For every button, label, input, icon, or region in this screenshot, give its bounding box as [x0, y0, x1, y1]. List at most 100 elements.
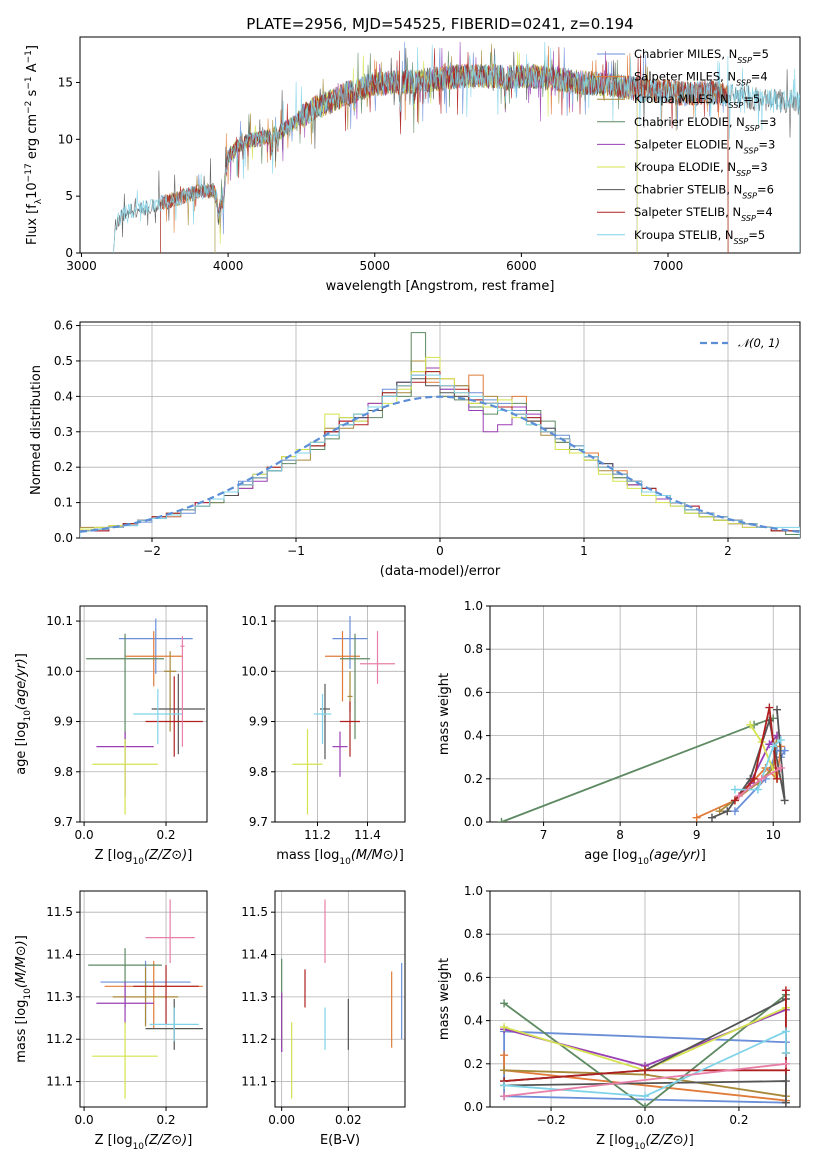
legend-label: Salpeter MILES, NSSP=4: [634, 70, 768, 88]
errorbars: [88, 899, 203, 1099]
x-axis-label: Z [log10(Z/Z⊙)]: [596, 1133, 694, 1152]
weight-marker: [757, 774, 766, 783]
weight-marker: [776, 764, 785, 772]
x-axis-label: wavelength [Angstrom, rest frame]: [326, 279, 555, 294]
y-tick-label: 0.1: [54, 496, 73, 510]
errorbar-point: [133, 965, 199, 1025]
weight-series: [503, 1062, 787, 1098]
x-axis-label: Z [log10(Z/Z⊙)]: [95, 848, 193, 867]
weight-marker: [730, 807, 739, 816]
y-axis-label: Normed distribution: [29, 365, 44, 495]
weight-marker: [641, 1092, 649, 1101]
x-axis-label: age [log10(age/yr)]: [584, 848, 706, 867]
x-axis-label: mass [log10(M/M⊙)]: [276, 848, 404, 867]
x-tick-label: 7000: [653, 259, 684, 273]
y-axis-label: age [log10(age/yr)]: [14, 653, 33, 775]
weight-marker: [773, 774, 782, 783]
legend-label: Salpeter STELIB, NSSP=4: [634, 205, 773, 223]
residuals-legend: 𝒩(0, 1): [700, 336, 780, 350]
errorbars: [292, 616, 395, 815]
errorbar-point: [92, 739, 158, 815]
weight-marker: [781, 1077, 790, 1086]
weight-marker: [641, 1103, 649, 1107]
y-tick-label: 9.9: [54, 715, 73, 729]
y-tick-label: 11.3: [46, 990, 73, 1004]
y-tick-label: 0.4: [464, 1014, 483, 1028]
weight-marker: [500, 1092, 509, 1101]
y-tick-label: 0.6: [464, 685, 483, 699]
mass-vs-Z-chart: 0.0 0.2 11.1 11.2 11.3 11.4 11.5 Z [log10(Z/Z⊙)…: [14, 890, 208, 1152]
spectrum-chart: 3000 4000 5000 6000 7000 0 5 10 15 Chabrier MILES…: [24, 36, 801, 294]
spectrum-legend: Chabrier MILES, NSSP=5 Salpeter MILES, NS…: [597, 47, 776, 245]
axes-frame: [274, 890, 406, 1108]
weight-marker: [780, 796, 789, 805]
y-tick-label: 0.0: [464, 1100, 483, 1114]
weight-lines: [497, 703, 789, 822]
y-tick-label: 9.8: [249, 765, 268, 779]
y-axis-label: mass weight: [437, 958, 452, 1040]
x-tick-label: 8: [616, 828, 624, 842]
x-tick-label: 5000: [359, 259, 390, 273]
weight-marker: [723, 807, 732, 816]
age-vs-Z-chart: 0.0 0.2 9.7 9.8 9.9 10.0 10.1 Z [log10(Z/Z⊙)] ag…: [14, 605, 208, 867]
y-tick-label: 0.0: [54, 531, 73, 545]
x-tick-label: −1: [287, 544, 305, 558]
y-tick-label: 0.4: [464, 729, 483, 743]
weight-series: [504, 1029, 787, 1098]
weight-marker: [750, 774, 759, 783]
x-tick-label: 9: [693, 828, 701, 842]
errorbar-point: [92, 1022, 158, 1099]
y-tick-label: 15: [58, 75, 73, 89]
errorbar-point: [320, 683, 330, 760]
axes-frame: [79, 605, 208, 823]
errorbar-point: [180, 636, 185, 747]
errorbar-point: [332, 616, 368, 669]
y-tick-label: 11.1: [241, 1075, 268, 1089]
weight-marker: [692, 813, 701, 822]
legend-label: Salpeter ELODIE, NSSP=3: [634, 137, 775, 155]
weight-marker: [500, 999, 509, 1008]
y-tick-label: 0.2: [54, 460, 73, 474]
y-tick-label: 11.2: [46, 1032, 73, 1046]
legend-label: Chabrier ELODIE, NSSP=3: [634, 115, 776, 133]
y-tick-label: 5: [65, 189, 73, 203]
x-tick-label: −0.2: [536, 1113, 565, 1127]
y-tick-label: 9.8: [54, 765, 73, 779]
errorbar-point: [163, 651, 177, 732]
y-axis-label: Flux [fλ10−17 erg cm−2 s−1 A−1]: [24, 45, 44, 245]
weight-marker: [707, 813, 716, 822]
y-tick-label: 0: [65, 246, 73, 260]
errorbar-point: [325, 631, 360, 702]
y-tick-label: 0.8: [464, 927, 483, 941]
legend-label: Kroupa STELIB, NSSP=5: [634, 228, 765, 246]
errorbar-point: [118, 618, 193, 674]
y-tick-label: 0.2: [464, 772, 483, 786]
legend-label: Chabrier MILES, NSSP=5: [634, 47, 769, 65]
x-tick-label: 10: [766, 828, 781, 842]
legend-label: Kroupa ELODIE, NSSP=3: [634, 160, 768, 178]
x-tick-label: 6000: [506, 259, 537, 273]
errorbars: [86, 618, 205, 815]
errorbar-point: [86, 633, 164, 745]
y-tick-label: 1.0: [464, 599, 483, 613]
weight-vs-Z-chart: −0.2 0.0 0.2 0.0 0.2 0.4 0.6 0.8 1.0 Z [log10(Z/Z…: [437, 884, 801, 1152]
errorbar-point: [96, 982, 154, 1025]
y-tick-label: 9.7: [54, 815, 73, 829]
figure-title: PLATE=2956, MJD=54525, FIBERID=0241, z=0…: [246, 15, 633, 33]
weight-marker: [497, 818, 506, 822]
x-tick-label: 0.2: [156, 828, 175, 842]
errorbar-point: [149, 1007, 199, 1042]
y-tick-label: 1.0: [464, 884, 483, 898]
weight-marker: [500, 1051, 509, 1060]
weight-marker: [765, 703, 774, 712]
y-axis-label: mass weight: [437, 673, 452, 755]
y-tick-label: 11.5: [46, 905, 73, 919]
weight-marker: [781, 1027, 790, 1036]
legend-label: Chabrier STELIB, NSSP=6: [634, 183, 774, 201]
x-tick-label: 0.2: [729, 1113, 748, 1127]
x-tick-label: 7: [540, 828, 548, 842]
y-axis-label: mass [log10(M/M⊙)]: [14, 935, 33, 1063]
weight-marker: [781, 1098, 790, 1107]
